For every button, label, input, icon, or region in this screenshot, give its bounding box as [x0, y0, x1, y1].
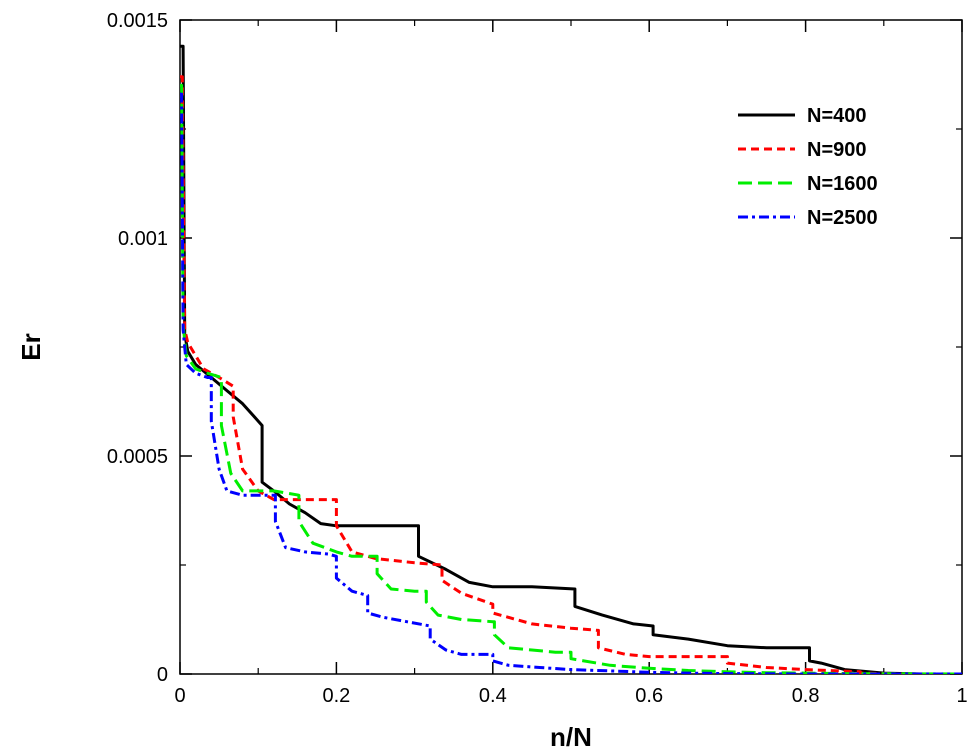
legend-label: N=900 — [807, 139, 867, 161]
y-tick-label: 0 — [157, 664, 168, 686]
x-tick-label: 0 — [174, 685, 185, 707]
legend-label: N=2500 — [807, 207, 878, 229]
y-tick-label: 0.0015 — [107, 10, 168, 32]
y-axis-title: Er — [16, 333, 46, 360]
x-tick-label: 0.6 — [635, 685, 663, 707]
x-tick-label: 0.4 — [479, 685, 507, 707]
x-tick-label: 0.8 — [792, 685, 820, 707]
y-tick-label: 0.0005 — [107, 446, 168, 468]
series-line-n-1600 — [180, 83, 962, 674]
x-tick-label: 1 — [956, 685, 967, 707]
x-tick-label: 0.2 — [322, 685, 350, 707]
series-line-n-2500 — [180, 92, 962, 674]
y-tick-label: 0.001 — [118, 228, 168, 250]
x-axis-title: n/N — [550, 722, 592, 750]
series-line-n-900 — [180, 75, 962, 674]
legend-label: N=400 — [807, 105, 867, 127]
legend-label: N=1600 — [807, 173, 878, 195]
